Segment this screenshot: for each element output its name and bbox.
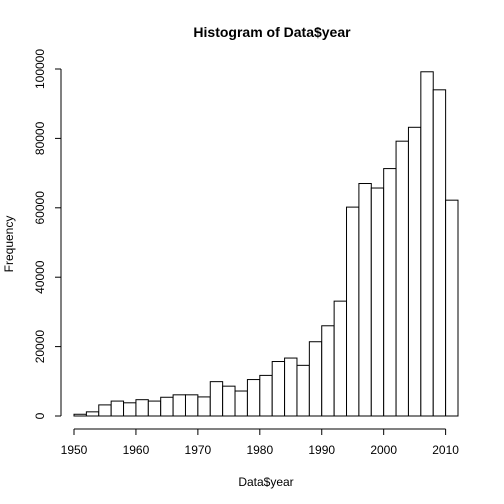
histogram-bar xyxy=(123,402,137,417)
bars-group xyxy=(73,71,459,417)
histogram-bar xyxy=(395,140,409,417)
y-tick-label: 80000 xyxy=(33,121,47,155)
x-tick-label: 1970 xyxy=(185,443,212,457)
histogram-bar xyxy=(222,385,236,417)
chart-title: Histogram of Data$year xyxy=(193,24,351,40)
histogram-bar xyxy=(234,390,248,417)
histogram-bar xyxy=(321,325,335,417)
y-tick-label: 20000 xyxy=(33,330,47,364)
y-tick-label: 100000 xyxy=(33,49,47,89)
histogram-bar xyxy=(333,300,348,417)
x-tick-label: 1950 xyxy=(61,443,88,457)
y-tick-label: 60000 xyxy=(33,191,47,225)
histogram-bar xyxy=(407,126,422,417)
histogram-bar xyxy=(172,394,186,417)
x-tick-label: 1990 xyxy=(308,443,335,457)
histogram-bar xyxy=(209,381,224,417)
histogram-bar xyxy=(284,357,298,417)
histogram-bar xyxy=(432,89,447,417)
x-tick-label: 1960 xyxy=(123,443,150,457)
histogram-bar xyxy=(420,71,434,417)
histogram-bar xyxy=(259,374,273,417)
histogram-bar xyxy=(308,341,323,417)
x-axis-label: Data$year xyxy=(238,475,293,489)
histogram-bar xyxy=(346,206,360,417)
x-tick-label: 1980 xyxy=(246,443,273,457)
y-tick-label: 0 xyxy=(33,412,47,419)
histogram-bar xyxy=(98,404,112,417)
y-axis: 0 20000 40000 60000 80000 100000 xyxy=(33,49,62,419)
histogram-bar xyxy=(445,199,459,417)
histogram-bar xyxy=(358,183,372,417)
y-axis-label: Frequency xyxy=(2,216,16,273)
histogram-bar xyxy=(160,396,174,417)
histogram-bar xyxy=(73,413,87,417)
x-tick-label: 2010 xyxy=(432,443,459,457)
histogram-bar xyxy=(85,411,100,417)
histogram-bar xyxy=(271,361,286,417)
x-tick-label: 2000 xyxy=(370,443,397,457)
y-tick-label: 40000 xyxy=(33,260,47,294)
histogram-bar xyxy=(184,394,199,417)
histogram-bar xyxy=(383,168,397,417)
histogram-bar xyxy=(370,187,385,417)
histogram-bar xyxy=(296,364,310,417)
histogram-bar xyxy=(197,396,211,417)
histogram-bar xyxy=(110,400,125,417)
histogram-bar xyxy=(135,399,149,417)
x-axis: 1950 1960 1970 1980 1990 2000 2010 xyxy=(61,428,459,457)
histogram-bar xyxy=(147,400,162,417)
histogram-bar xyxy=(246,379,261,417)
